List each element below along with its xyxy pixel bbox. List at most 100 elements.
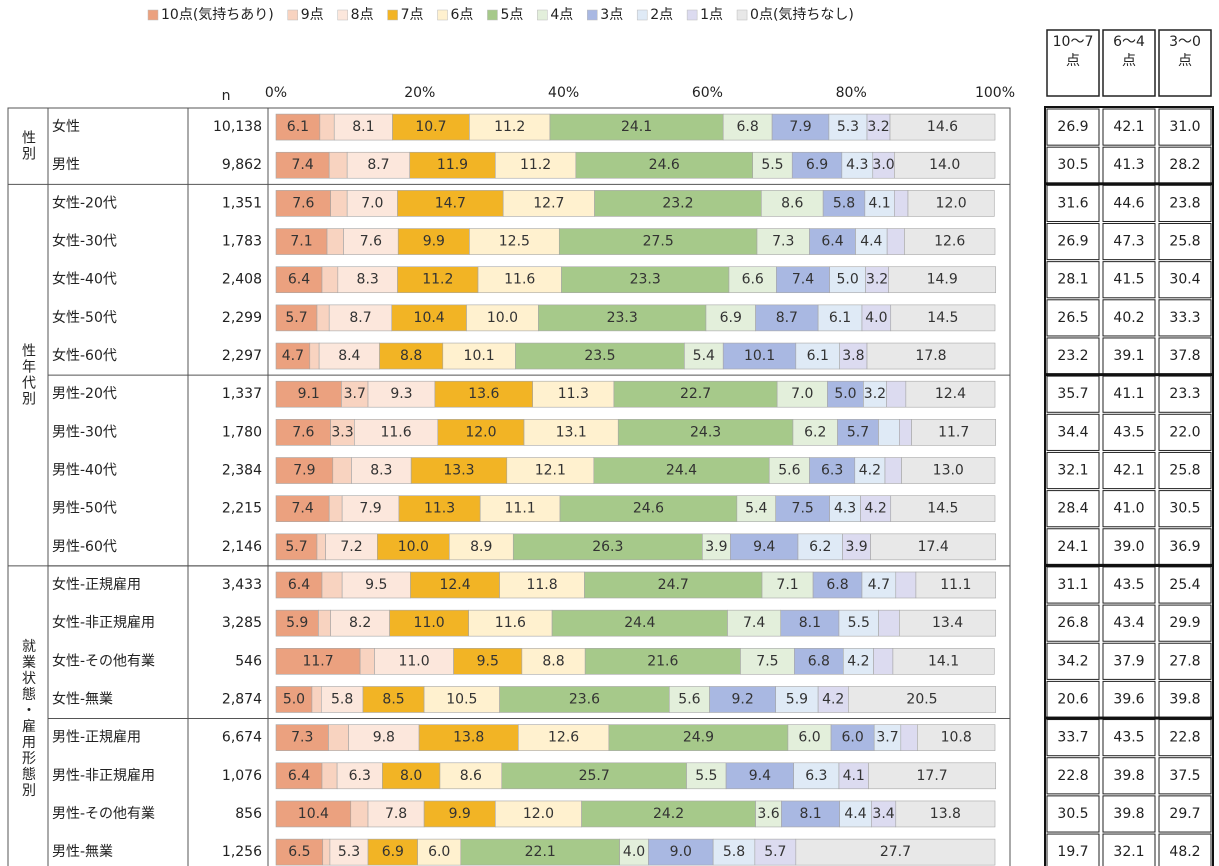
value-label: 6.4 xyxy=(288,768,310,784)
bar-segment xyxy=(873,648,894,675)
value-label: 6.0 xyxy=(842,730,864,746)
value-label: 7.9 xyxy=(359,501,381,517)
bar-segment xyxy=(398,495,481,522)
value-label: 5.6 xyxy=(778,463,800,479)
value-label: 3.2 xyxy=(866,272,888,288)
bar-segment xyxy=(499,571,585,599)
legend-swatch xyxy=(337,9,348,21)
bar-segment xyxy=(367,380,436,408)
summary-cell xyxy=(1102,490,1156,528)
x-tick-label: 100% xyxy=(975,85,1015,101)
value-label: 24.4 xyxy=(624,615,655,631)
value-label: 4.4 xyxy=(860,234,882,250)
legend-swatch xyxy=(147,9,159,21)
bar-segment xyxy=(377,533,450,561)
value-label: 9.0 xyxy=(670,844,692,860)
bar-segment xyxy=(878,419,900,446)
bar-segment xyxy=(705,304,756,332)
summary-cell xyxy=(1102,566,1156,604)
value-label: 6.8 xyxy=(826,577,848,593)
summary-value: 29.9 xyxy=(1169,615,1200,631)
summary-cell xyxy=(1046,451,1100,490)
bar-segment xyxy=(901,457,996,484)
value-label: 3.9 xyxy=(705,539,727,555)
value-label: 7.0 xyxy=(361,195,383,211)
legend-swatch xyxy=(387,9,398,21)
value-label: 7.6 xyxy=(292,195,314,211)
bar-segment xyxy=(839,342,868,370)
bar-segment xyxy=(904,228,996,255)
legend-label: 1点 xyxy=(700,7,723,23)
summary-value: 43.5 xyxy=(1113,730,1144,746)
bar-segment xyxy=(915,571,997,599)
value-label: 7.9 xyxy=(293,463,315,479)
bar-segment xyxy=(515,342,685,370)
n-value: 2,299 xyxy=(222,310,262,326)
bar-segment xyxy=(888,266,997,294)
bar-segment xyxy=(776,380,828,408)
value-label: 4.2 xyxy=(847,653,869,669)
value-label: 23.5 xyxy=(584,348,615,364)
bar-segment xyxy=(391,304,467,332)
summary-value: 28.1 xyxy=(1057,272,1088,288)
value-label: 6.1 xyxy=(287,119,309,135)
n-value: 856 xyxy=(235,806,262,822)
legend-swatch xyxy=(287,9,298,21)
bar-segment xyxy=(275,571,323,599)
bar-segment xyxy=(613,380,778,408)
value-label: 4.0 xyxy=(623,844,645,860)
row-label: 男性-60代 xyxy=(52,539,117,555)
summary-cell xyxy=(1102,337,1156,375)
bar-segment xyxy=(787,724,832,751)
summary-cell xyxy=(1158,261,1212,299)
value-label: 5.3 xyxy=(837,119,859,135)
value-label: 11.1 xyxy=(505,501,536,517)
summary-header-cell xyxy=(1102,29,1156,97)
summary-value: 22.8 xyxy=(1169,730,1200,746)
value-label: 5.4 xyxy=(745,501,767,517)
bar-segment xyxy=(434,380,533,408)
bar-segment xyxy=(468,609,553,637)
value-label: 24.4 xyxy=(666,463,697,479)
summary-value: 39.0 xyxy=(1113,539,1144,555)
value-label: 3.7 xyxy=(344,386,366,402)
bar-segment xyxy=(761,571,814,599)
summary-cell xyxy=(1102,642,1156,680)
bar-segment xyxy=(838,762,869,790)
bar-segment xyxy=(894,151,996,179)
bar-segment xyxy=(792,419,838,446)
value-label: 9.9 xyxy=(449,806,471,822)
bar-segment xyxy=(275,151,330,179)
summary-cell xyxy=(1102,604,1156,642)
summary-cell xyxy=(1046,680,1100,719)
bar-segment xyxy=(584,648,741,675)
value-label: 4.7 xyxy=(282,348,304,364)
bar-segment xyxy=(860,495,892,522)
value-label: 8.2 xyxy=(349,615,371,631)
bar-segment xyxy=(838,609,879,637)
bar-segment xyxy=(797,533,843,561)
row-label: 男性-30代 xyxy=(52,424,117,440)
bar-segment xyxy=(275,609,319,637)
n-value: 546 xyxy=(235,653,262,669)
n-header: n xyxy=(222,88,231,104)
value-label: 12.6 xyxy=(934,234,965,250)
value-label: 5.4 xyxy=(693,348,715,364)
value-label: 9.2 xyxy=(731,691,753,707)
value-label: 3.7 xyxy=(876,730,898,746)
value-label: 13.6 xyxy=(468,386,499,402)
bar-segment xyxy=(311,686,322,713)
value-label: 8.7 xyxy=(349,310,371,326)
value-label: 6.6 xyxy=(742,272,764,288)
value-label: 8.7 xyxy=(776,310,798,326)
row-label: 女性-30代 xyxy=(52,233,117,250)
bar-segment xyxy=(755,304,819,332)
bar-segment xyxy=(318,609,331,637)
summary-value: 42.1 xyxy=(1113,119,1144,135)
value-label: 10.5 xyxy=(446,691,477,707)
legend-swatch xyxy=(437,9,448,21)
summary-cell xyxy=(1046,261,1100,299)
value-label: 8.5 xyxy=(382,691,404,707)
summary-cell xyxy=(1158,719,1212,757)
